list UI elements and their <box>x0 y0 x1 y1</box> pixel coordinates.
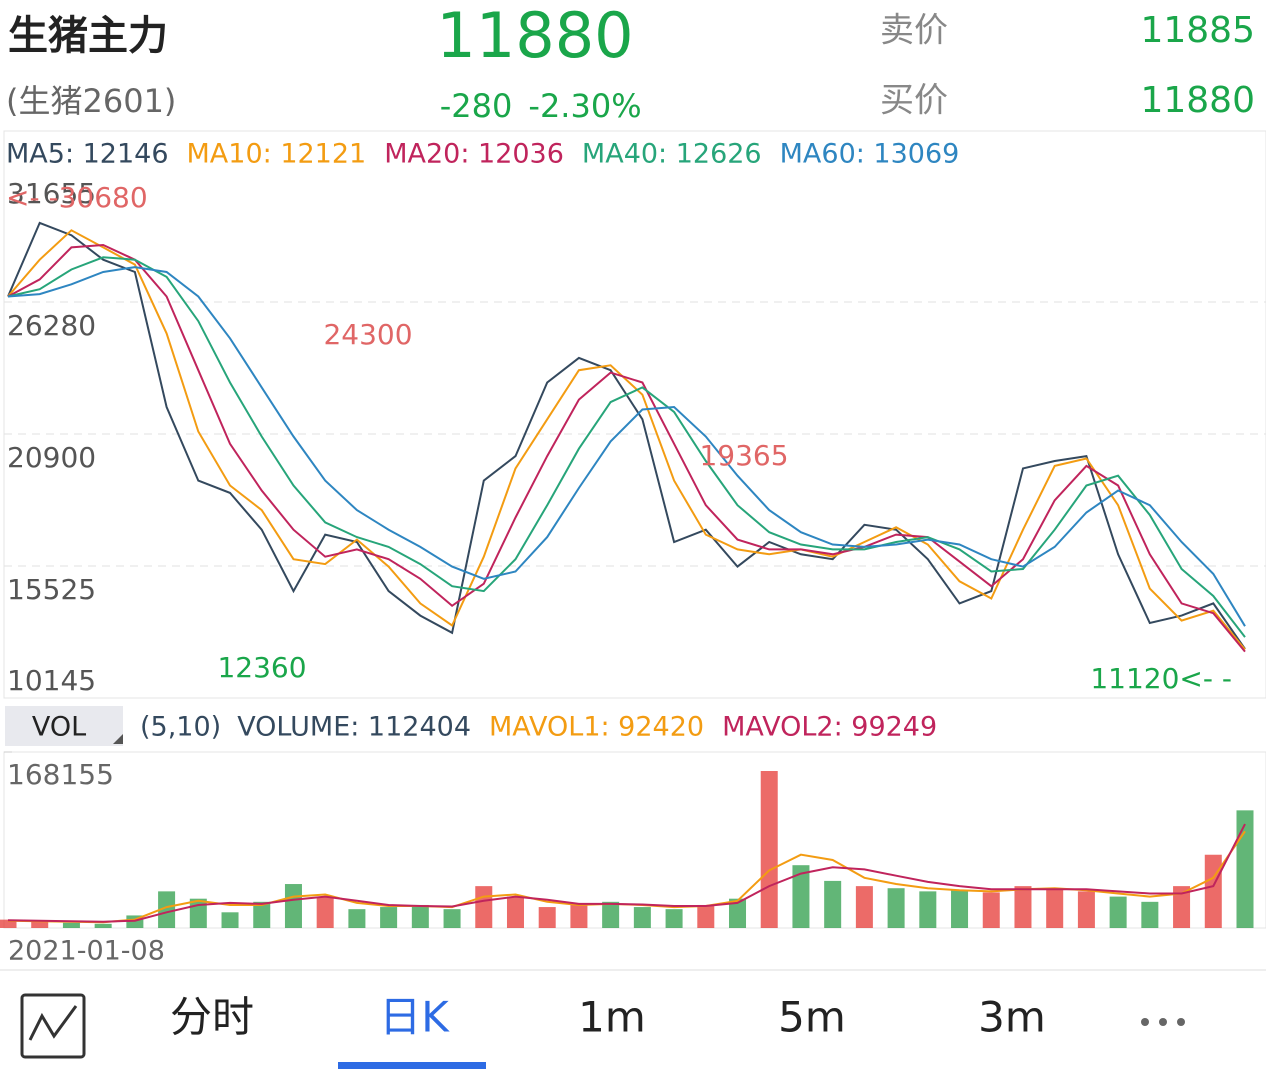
volume-bar <box>633 907 651 928</box>
last-price: 11880 <box>436 0 633 72</box>
volume-bar <box>602 901 620 928</box>
legend-entry: MA20: 12036 <box>384 139 564 170</box>
volume-bar <box>1173 886 1191 928</box>
volume-bar <box>951 890 969 928</box>
volume-bar <box>316 896 334 928</box>
volume-bar <box>792 865 810 928</box>
volume-bar <box>760 771 778 928</box>
annotation: 11120<- - <box>1090 662 1232 695</box>
annotation: 12360 <box>217 651 306 684</box>
more-button[interactable] <box>1141 1018 1185 1026</box>
vol-button[interactable] <box>5 706 123 746</box>
change-pct: -2.30% <box>528 87 641 125</box>
mavol-line <box>7 823 1246 923</box>
contract-name: 生猪主力 <box>8 13 168 59</box>
ma-line <box>7 229 1246 651</box>
volume-bar <box>697 904 715 928</box>
legend-entry: MA40: 12626 <box>582 139 762 170</box>
chart-icon-line <box>28 1005 78 1041</box>
y-tick-label: 10145 <box>7 664 96 697</box>
y-tick-label: 15525 <box>7 573 96 606</box>
vol-button-label: VOL <box>32 712 86 743</box>
volume-bar <box>855 886 873 928</box>
params: (5,10) <box>140 712 221 743</box>
volume-bar <box>189 898 207 928</box>
chart-icon[interactable] <box>20 993 86 1059</box>
ma-line <box>7 221 1246 650</box>
volume-bar <box>1109 896 1127 928</box>
ma-line <box>7 256 1246 638</box>
volume-bar <box>1046 888 1064 928</box>
contract-code: (生猪2601) <box>6 82 176 120</box>
annotation: 24300 <box>323 318 412 351</box>
bid-label: 买价 <box>880 81 948 121</box>
volume-bar <box>729 898 747 928</box>
volume-bar <box>0 919 17 928</box>
y-tick-label: 31655 <box>7 177 96 210</box>
volume-bar <box>919 891 937 928</box>
volume-bar <box>62 922 80 928</box>
volume-bar <box>475 886 493 928</box>
volume-bar <box>443 909 461 928</box>
ma-line <box>7 243 1246 653</box>
volume-bar <box>94 923 112 928</box>
volume-bar <box>253 901 271 928</box>
annotation: <- -30680 <box>6 181 148 214</box>
volume-bar <box>887 888 905 928</box>
tab[interactable]: 5m <box>778 993 846 1042</box>
volume-bar <box>824 880 842 928</box>
annotation: 19365 <box>699 439 788 472</box>
legend-entry: MAVOL2: 99249 <box>722 712 937 743</box>
volume-bar <box>1141 901 1159 928</box>
ask-price: 11885 <box>1140 10 1255 51</box>
x-tick-label: 2021-01-08 <box>8 936 165 967</box>
ask-label: 卖价 <box>880 11 948 51</box>
volume-bar <box>506 896 524 928</box>
volume-bar <box>411 904 429 928</box>
volume-bar <box>380 907 398 928</box>
volume-bar <box>982 892 1000 928</box>
y-tick-label: 168155 <box>7 758 114 791</box>
y-tick-label: 20900 <box>7 441 96 474</box>
volume-bar <box>570 904 588 928</box>
volume-bar <box>31 921 49 928</box>
volume-bar <box>158 891 176 928</box>
legend-entry: MA10: 12121 <box>187 139 367 170</box>
change: -280 <box>440 87 513 125</box>
y-tick-label: 26280 <box>7 309 96 342</box>
volume-bar <box>665 909 683 928</box>
price-panel <box>3 130 1266 699</box>
tab[interactable]: 日K <box>379 993 450 1042</box>
volume-bar <box>538 907 556 928</box>
bid-price: 11880 <box>1140 80 1255 121</box>
legend-entry: MAVOL1: 92420 <box>489 712 704 743</box>
volume-bar <box>1014 886 1032 928</box>
ma-line <box>7 266 1246 627</box>
legend-entry: MA5: 12146 <box>6 139 169 170</box>
vol-dropdown-mark <box>113 734 123 744</box>
legend-entry: MA60: 13069 <box>780 139 960 170</box>
legend-entry: VOLUME: 112404 <box>237 712 471 743</box>
tab[interactable]: 3m <box>978 993 1046 1042</box>
volume-bar <box>221 912 239 928</box>
active-tab-underline <box>338 1062 486 1069</box>
tab[interactable]: 分时 <box>170 993 254 1042</box>
volume-bar <box>1077 891 1095 928</box>
volume-bar <box>1236 810 1254 928</box>
volume-bar <box>348 909 366 928</box>
tab[interactable]: 1m <box>578 993 646 1042</box>
volume-bar <box>1204 854 1222 928</box>
volume-bar <box>284 884 302 928</box>
